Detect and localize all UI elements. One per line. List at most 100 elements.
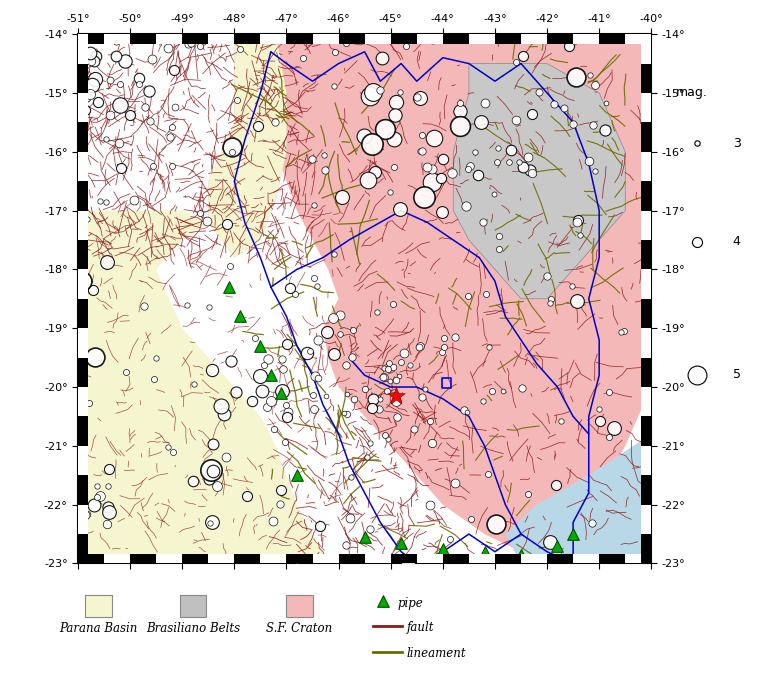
Bar (364, 34, 391, 44)
Bar (641, 34, 651, 64)
Bar (78, 269, 88, 299)
Point (400, 40, 413, 51)
Point (166, 122, 179, 133)
FancyBboxPatch shape (179, 595, 206, 617)
Bar (573, 554, 599, 563)
Point (378, 124, 391, 135)
Point (391, 412, 403, 423)
Point (381, 433, 394, 444)
Bar (208, 34, 234, 44)
Point (317, 150, 330, 161)
Bar (626, 554, 651, 563)
Point (88, 500, 101, 511)
Point (418, 191, 431, 202)
Point (203, 301, 215, 312)
Bar (78, 534, 88, 563)
Point (90, 481, 103, 492)
Point (345, 471, 357, 482)
Bar (78, 34, 104, 44)
Point (312, 334, 324, 345)
Bar (156, 34, 183, 44)
Point (348, 393, 360, 404)
Bar (641, 417, 651, 446)
Point (407, 424, 420, 435)
Point (384, 186, 396, 197)
Point (280, 400, 292, 410)
Point (304, 346, 317, 357)
Bar (78, 299, 88, 329)
Point (403, 359, 416, 370)
Point (583, 156, 595, 167)
Point (81, 509, 94, 520)
Point (425, 437, 438, 448)
Text: pipe: pipe (397, 597, 423, 610)
Bar (78, 240, 88, 269)
Bar (521, 554, 547, 563)
Point (119, 55, 131, 66)
Point (472, 170, 484, 181)
Point (509, 115, 522, 126)
Bar (339, 34, 364, 44)
Bar (391, 34, 417, 44)
Point (462, 290, 474, 301)
Bar (234, 34, 261, 44)
Point (395, 538, 407, 548)
Text: Parana Basin: Parana Basin (59, 622, 138, 635)
Point (275, 387, 288, 398)
Point (218, 409, 230, 420)
Point (86, 79, 98, 90)
Point (371, 307, 384, 318)
Point (367, 87, 380, 98)
Point (207, 438, 219, 449)
Bar (78, 34, 88, 64)
Point (457, 405, 470, 416)
Point (312, 373, 324, 384)
Point (206, 365, 218, 376)
Bar (641, 329, 651, 358)
Point (488, 189, 500, 200)
Point (368, 167, 381, 178)
Point (311, 281, 324, 292)
Point (436, 206, 448, 217)
Point (479, 98, 491, 109)
Bar (641, 446, 651, 475)
Point (541, 270, 553, 281)
Text: mag.: mag. (675, 85, 707, 98)
Bar (599, 34, 626, 44)
Point (414, 92, 427, 103)
Bar (495, 554, 521, 563)
Bar (130, 34, 156, 44)
Point (453, 106, 466, 117)
Bar (104, 554, 130, 563)
Point (276, 364, 289, 375)
Point (269, 117, 282, 128)
Point (328, 46, 341, 57)
Point (133, 72, 145, 83)
Bar (78, 181, 88, 210)
Bar (417, 554, 443, 563)
Bar (156, 554, 183, 563)
Point (505, 145, 517, 156)
Point (388, 109, 401, 120)
Bar (183, 34, 208, 44)
Point (220, 452, 232, 463)
Point (128, 195, 140, 206)
Point (340, 38, 353, 49)
Point (516, 161, 529, 172)
Point (377, 596, 389, 607)
Point (188, 378, 200, 389)
Point (88, 55, 101, 66)
Point (226, 142, 239, 153)
Point (133, 79, 145, 89)
Point (394, 203, 406, 214)
Point (341, 389, 353, 400)
Point (381, 363, 394, 374)
Point (491, 143, 504, 154)
Point (308, 273, 321, 283)
Point (166, 161, 179, 171)
Point (308, 404, 321, 415)
Point (94, 491, 106, 502)
Bar (641, 181, 651, 210)
Point (551, 540, 564, 551)
Point (522, 152, 534, 163)
